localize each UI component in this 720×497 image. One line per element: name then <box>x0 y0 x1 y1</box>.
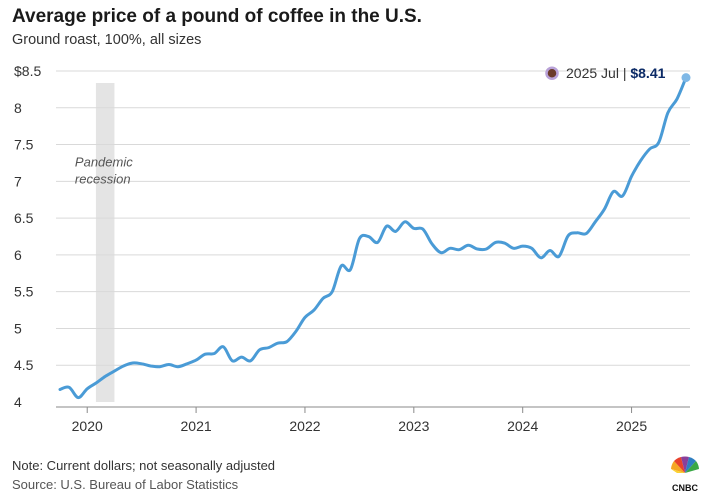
x-axis-ticks <box>86 407 633 413</box>
y-tick-label: 5.5 <box>14 284 34 300</box>
y-tick-label: 7 <box>14 173 22 189</box>
chart-subtitle: Ground roast, 100%, all sizes <box>12 32 202 48</box>
x-tick-label: 2022 <box>289 418 320 434</box>
annotation-value: $8.41 <box>630 65 665 81</box>
y-tick-label: 7.5 <box>14 137 34 153</box>
y-tick-label: 4.5 <box>14 357 34 373</box>
x-tick-label: 2024 <box>507 418 538 434</box>
source-line: Source: U.S. Bureau of Labor Statistics <box>12 477 239 492</box>
y-tick-label: 6 <box>14 247 22 263</box>
x-tick-label: 2021 <box>181 418 212 434</box>
latest-data-point[interactable] <box>681 73 691 83</box>
band-label-line2: recession <box>75 172 131 187</box>
annotation-marker-icon <box>545 66 559 80</box>
y-tick-label: $8.5 <box>14 63 41 79</box>
annotation-label: 2025 Jul | $8.41 <box>566 65 666 81</box>
logo-text: CNBC <box>672 483 698 493</box>
gridlines <box>56 70 690 366</box>
y-tick-label: 4 <box>14 394 22 410</box>
y-axis-labels: 4 4.5 5 5.5 6 6.5 7 7.5 8 $8.5 <box>14 63 41 410</box>
x-tick-label: 2025 <box>616 418 647 434</box>
footnote: Note: Current dollars; not seasonally ad… <box>12 458 276 473</box>
chart-title: Average price of a pound of coffee in th… <box>12 6 422 27</box>
band-label-line1: Pandemic <box>75 155 133 170</box>
y-tick-label: 5 <box>14 320 22 336</box>
cnbc-peacock-logo: CNBC <box>671 456 699 493</box>
x-tick-label: 2020 <box>72 418 103 434</box>
x-axis-labels: 2020 2021 2022 2023 2024 2025 <box>72 418 648 434</box>
x-tick-label: 2023 <box>398 418 429 434</box>
annotation-date: 2025 Jul | <box>566 65 630 81</box>
y-tick-label: 6.5 <box>14 210 34 226</box>
series-line-price <box>58 76 688 400</box>
y-tick-label: 8 <box>14 100 22 116</box>
pandemic-recession-band <box>95 83 115 402</box>
